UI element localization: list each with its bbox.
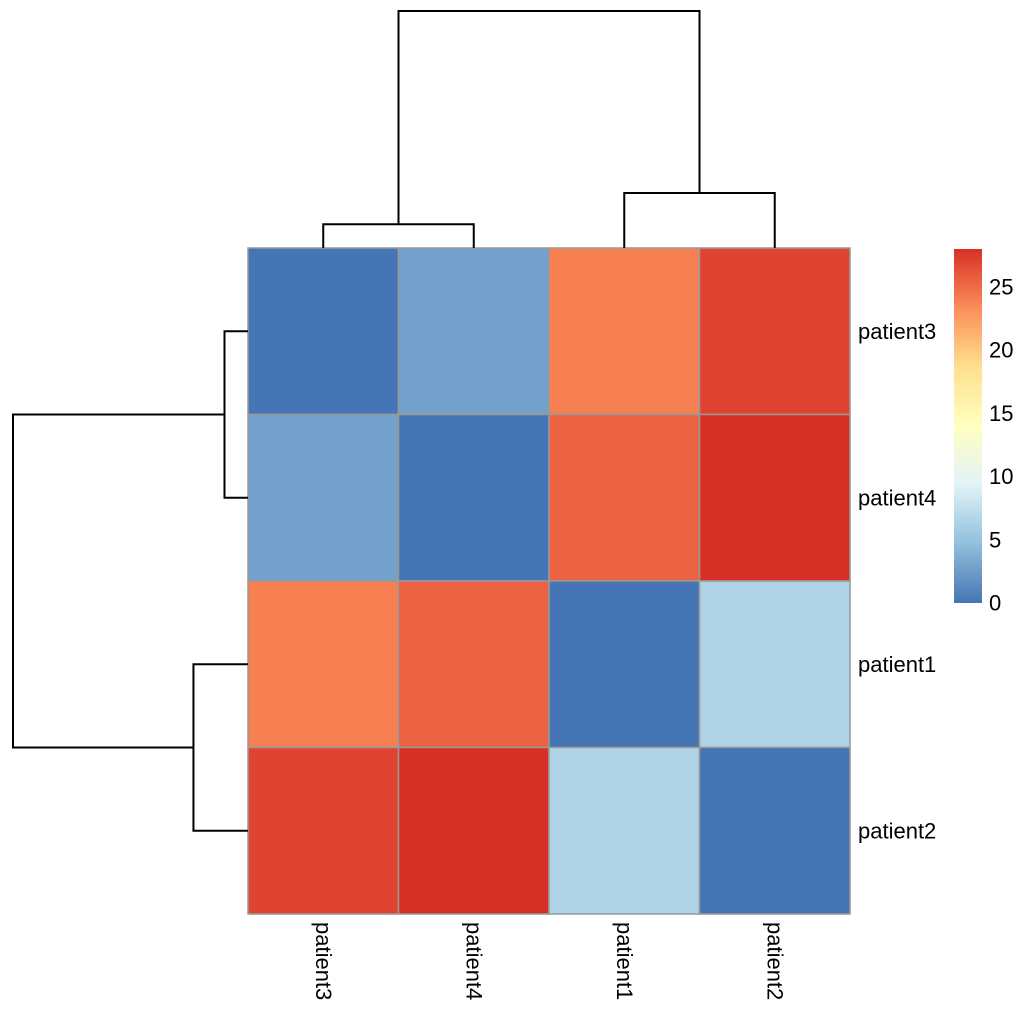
heatmap-cell-patient2-patient3 <box>247 746 400 915</box>
heatmap-cells <box>247 247 851 915</box>
legend-tick-label-5: 5 <box>989 527 1001 552</box>
column-label-patient2: patient2 <box>762 922 787 1000</box>
legend-tick-label-25: 25 <box>989 274 1013 299</box>
heatmap-cell-patient3-patient4 <box>397 247 550 416</box>
heatmap-cell-patient1-patient3 <box>247 580 400 749</box>
column-label-patient4: patient4 <box>461 922 486 1000</box>
column-dendrogram-link <box>322 223 475 248</box>
heatmap-cell-patient3-patient2 <box>698 247 851 416</box>
legend-colorbar <box>954 249 982 603</box>
row-dendrogram-link <box>192 663 248 832</box>
heatmap-cell-patient1-patient4 <box>397 580 550 749</box>
heatmap-cell-patient4-patient2 <box>698 413 851 582</box>
row-label-patient1: patient1 <box>858 652 936 677</box>
legend-tick-label-20: 20 <box>989 338 1013 363</box>
row-dendrogram <box>12 330 248 832</box>
legend-tick-label-0: 0 <box>989 591 1001 616</box>
column-dendrogram <box>322 10 776 248</box>
heatmap-cell-patient3-patient1 <box>548 247 701 416</box>
heatmap-cell-patient4-patient3 <box>247 413 400 582</box>
row-label-patient2: patient2 <box>858 818 936 843</box>
row-label-patient3: patient3 <box>858 319 936 344</box>
column-dendrogram-link <box>623 191 776 248</box>
heatmap-cell-patient4-patient4 <box>397 413 550 582</box>
heatmap-cell-patient1-patient1 <box>548 580 701 749</box>
row-labels: patient3 patient4 patient1 patient2 <box>858 319 936 844</box>
column-label-patient1: patient1 <box>612 922 637 1000</box>
column-labels: patient3 patient4 patient1 patient2 <box>311 922 788 1000</box>
legend-colorbar-group: 0 5 10 15 20 25 <box>954 249 1013 616</box>
legend-tick-label-10: 10 <box>989 464 1013 489</box>
heatmap-cell-patient2-patient4 <box>397 746 550 915</box>
row-dendrogram-link <box>12 413 225 749</box>
heatmap-cell-patient3-patient3 <box>247 247 400 416</box>
heatmap-cell-patient2-patient1 <box>548 746 701 915</box>
legend-tick-label-15: 15 <box>989 401 1013 426</box>
heatmap-cell-patient1-patient2 <box>698 580 851 749</box>
heatmap-cell-patient4-patient1 <box>548 413 701 582</box>
heatmap-cell-patient2-patient2 <box>698 746 851 915</box>
column-label-patient3: patient3 <box>311 922 336 1000</box>
row-label-patient4: patient4 <box>858 485 936 510</box>
row-dendrogram-link <box>223 330 248 499</box>
column-dendrogram-link <box>397 10 701 225</box>
